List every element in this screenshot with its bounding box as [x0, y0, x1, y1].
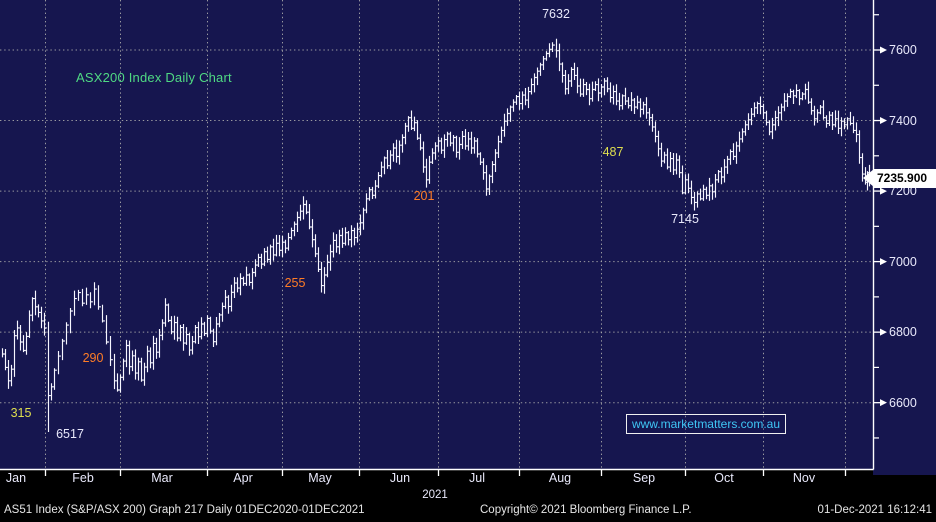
ohlc-bars: [1, 38, 875, 432]
y-axis-label-7400: 7400: [889, 113, 917, 128]
y-tick-arrow-icon: [880, 187, 887, 195]
chart-annotation-201: 201: [413, 189, 435, 203]
watermark-link[interactable]: www.marketmatters.com.au: [626, 414, 786, 434]
last-price-tag: 7235.900: [863, 169, 936, 188]
x-axis-label-feb: Feb: [72, 471, 94, 485]
footer-copyright: Copyright© 2021 Bloomberg Finance L.P.: [480, 504, 692, 516]
y-tick-arrow-icon: [880, 328, 887, 336]
y-axis-label-7000: 7000: [889, 254, 917, 269]
last-price-value: 7235.900: [877, 171, 928, 185]
footer-timestamp: 01-Dec-2021 16:12:41: [817, 504, 932, 516]
chart-annotation-487: 487: [602, 145, 624, 159]
y-axis-label-6800: 6800: [889, 325, 917, 340]
chart-annotation-7632: 7632: [542, 7, 570, 21]
plot-area-background: [0, 0, 936, 475]
chart-annotation-7145: 7145: [671, 212, 699, 226]
ohlc-close-ticks: [2, 44, 876, 397]
y-tick-arrow-icon: [880, 46, 887, 54]
footer-strip: [0, 475, 936, 522]
x-axis-label-jun: Jun: [389, 471, 411, 485]
footer-instrument-info: AS51 Index (S&P/ASX 200) Graph 217 Daily…: [4, 504, 365, 516]
y-axis-label-6600: 6600: [889, 395, 917, 410]
x-axis-label-nov: Nov: [792, 471, 816, 485]
x-axis-year-label: 2021: [422, 489, 448, 501]
x-axis-label-mar: Mar: [151, 471, 173, 485]
chart-annotation-255: 255: [284, 276, 306, 290]
y-axis-label-7600: 7600: [889, 43, 917, 57]
x-axis-label-jul: Jul: [469, 471, 485, 485]
y-tick-arrow-icon: [880, 117, 887, 125]
x-axis-label-sep: Sep: [632, 471, 656, 485]
y-tick-arrow-icon: [880, 399, 887, 407]
x-axis-label-jan: Jan: [5, 471, 27, 485]
chart-annotation-6517: 6517: [56, 427, 84, 441]
x-axis-label-apr: Apr: [233, 471, 253, 485]
chart-title: ASX200 Index Daily Chart: [76, 70, 232, 85]
x-axis-label-may: May: [308, 471, 332, 485]
y-tick-arrow-icon: [880, 258, 887, 266]
x-axis-label-oct: Oct: [714, 471, 734, 485]
chart-annotation-290: 290: [82, 351, 104, 365]
chart-annotation-315: 315: [10, 406, 32, 420]
x-axis-label-aug: Aug: [548, 471, 572, 485]
